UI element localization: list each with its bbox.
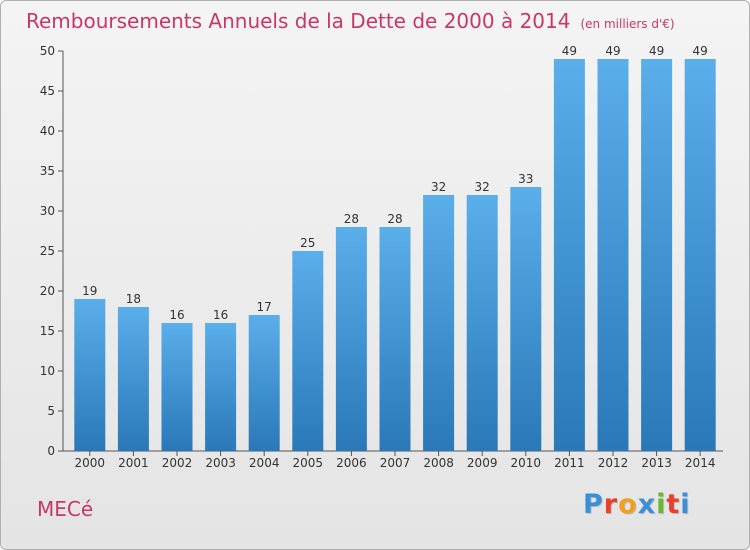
y-tick-label: 15: [40, 324, 55, 338]
y-tick-label: 10: [40, 364, 55, 378]
bar: [597, 59, 629, 451]
data-label: 16: [169, 308, 184, 322]
x-tick-label: 2007: [380, 456, 411, 470]
y-tick-label: 40: [40, 124, 55, 138]
brand-letter: x: [637, 489, 657, 520]
x-tick-label: 2008: [423, 456, 454, 470]
x-tick-label: 2004: [249, 456, 280, 470]
chart-title: Remboursements Annuels de la Dette de 20…: [26, 9, 571, 33]
y-axis: 0 5 10 15 20 25 30 35 40 45 50: [40, 44, 64, 458]
bars: [74, 59, 716, 451]
data-label: 19: [82, 284, 97, 298]
bar: [292, 251, 324, 451]
y-tick-label: 45: [40, 84, 55, 98]
bar: [74, 299, 106, 451]
data-label: 32: [431, 180, 446, 194]
data-label: 16: [213, 308, 228, 322]
title-row: Remboursements Annuels de la Dette de 20…: [26, 9, 675, 33]
data-label: 49: [605, 44, 620, 58]
data-label: 28: [387, 212, 402, 226]
data-label: 17: [257, 300, 272, 314]
x-tick-label: 2003: [205, 456, 236, 470]
data-label: 25: [300, 236, 315, 250]
bar: [379, 227, 411, 451]
x-tick-label: 2002: [162, 456, 193, 470]
bar: [248, 315, 280, 451]
data-label: 33: [518, 172, 533, 186]
x-tick-label: 2013: [641, 456, 672, 470]
x-tick-label: 2001: [118, 456, 149, 470]
brand-letter: o: [618, 489, 638, 520]
y-tick-label: 30: [40, 204, 55, 218]
brand-logo: Proxiti: [583, 489, 691, 520]
brand-letter: i: [656, 489, 667, 520]
data-label: 49: [649, 44, 664, 58]
x-tick-label: 2006: [336, 456, 367, 470]
data-label: 49: [562, 44, 577, 58]
x-tick-label: 2005: [293, 456, 324, 470]
x-axis: 2000 2001 2002 2003 2004 2005 2006 2007 2008 2009…: [63, 450, 723, 470]
bar: [423, 195, 455, 451]
data-label: 18: [126, 292, 141, 306]
x-tick-label: 2011: [554, 456, 585, 470]
brand-letter: i: [680, 489, 691, 520]
data-labels: 19 18 16 16 17 25 28 28 32 32 33 49 49 49 49: [82, 44, 708, 322]
y-tick-label: 35: [40, 164, 55, 178]
data-label: 32: [475, 180, 490, 194]
bar: [684, 59, 716, 451]
data-label: 28: [344, 212, 359, 226]
bar: [205, 323, 237, 451]
y-tick-label: 20: [40, 284, 55, 298]
brand-letter: r: [603, 489, 619, 520]
x-tick-label: 2014: [685, 456, 716, 470]
bar: [553, 59, 585, 451]
bar: [335, 227, 367, 451]
data-label: 49: [693, 44, 708, 58]
bar: [641, 59, 673, 451]
y-tick-label: 25: [40, 244, 55, 258]
y-tick-label: 5: [47, 404, 55, 418]
brand-letter: P: [583, 489, 604, 520]
bar: [510, 187, 542, 451]
y-tick-label: 50: [40, 44, 55, 58]
brand-letter: t: [666, 489, 681, 520]
bar: [161, 323, 193, 451]
bar: [466, 195, 498, 451]
x-tick-label: 2009: [467, 456, 498, 470]
x-tick-label: 2010: [511, 456, 542, 470]
bar: [117, 307, 149, 451]
commune-name: MECé: [37, 497, 94, 521]
chart-unit-note: (en milliers d'€): [580, 17, 675, 31]
y-tick-label: 0: [47, 444, 55, 458]
x-tick-label: 2000: [75, 456, 106, 470]
x-tick-label: 2012: [598, 456, 629, 470]
